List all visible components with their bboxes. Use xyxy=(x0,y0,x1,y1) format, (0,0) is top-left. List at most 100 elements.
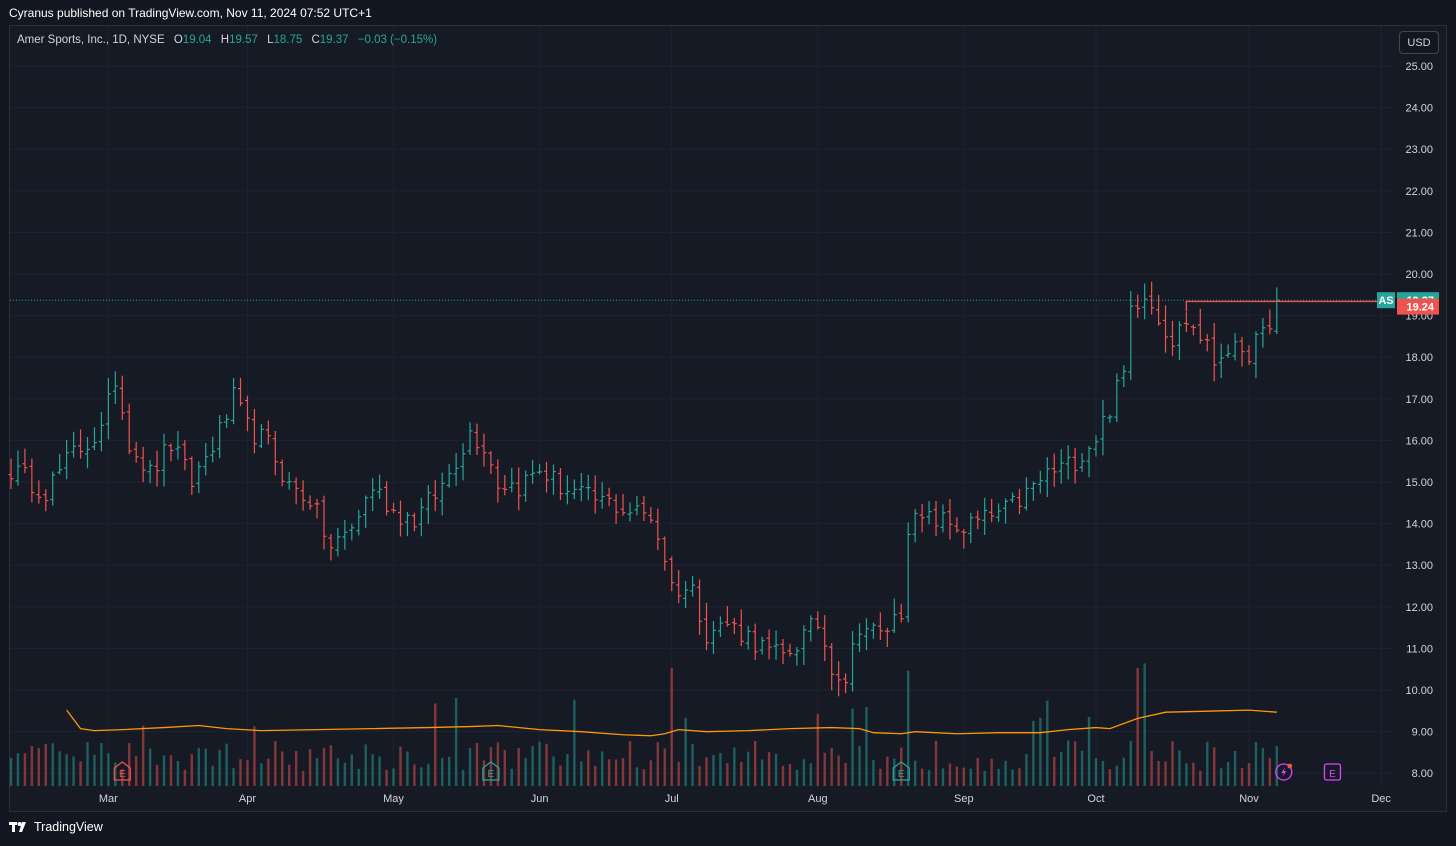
volume-bar xyxy=(600,751,604,786)
volume-bar xyxy=(385,769,388,786)
volume-bar xyxy=(378,756,381,786)
ohlc-bar xyxy=(453,452,459,486)
ohlc-bar xyxy=(502,475,508,496)
ohlc-bar xyxy=(808,615,814,642)
ohlc-bar xyxy=(738,609,744,647)
currency-button[interactable]: USD xyxy=(1399,31,1439,54)
volume-bar xyxy=(1157,760,1160,786)
price-axis-tick-label: 9.00 xyxy=(1412,727,1433,739)
alert-price-badge-label: 19.24 xyxy=(1406,302,1434,314)
ohlc-bar xyxy=(189,456,195,495)
volume-bar xyxy=(747,751,750,786)
volume-bar xyxy=(496,742,500,786)
ohlc-bar xyxy=(509,467,515,493)
publish-header: Cyranus published on TradingView.com, No… xyxy=(9,6,372,20)
ohlc-bar xyxy=(829,643,835,691)
ohlc-bar xyxy=(349,523,355,541)
ohlc-bar xyxy=(133,441,139,463)
volume-bar xyxy=(253,726,256,786)
legend-symbol: Amer Sports, Inc., 1D, NYSE xyxy=(17,34,165,46)
volume-bar xyxy=(865,707,868,786)
ohlc-bar xyxy=(745,625,751,650)
volume-bar xyxy=(51,743,54,786)
ohlc-bar xyxy=(648,507,654,524)
price-axis-tick-label: 24.00 xyxy=(1405,103,1433,115)
ohlc-bar xyxy=(251,408,257,454)
ohlc-bar xyxy=(1114,373,1120,422)
ohlc-bar xyxy=(641,496,647,521)
ohlc-bar xyxy=(836,661,842,697)
price-axis-tick-label: 14.00 xyxy=(1405,519,1433,531)
ohlc-bar xyxy=(822,615,828,662)
volume-bar xyxy=(441,758,444,786)
ohlc-bar xyxy=(1274,287,1280,335)
ohlc-bar xyxy=(1218,343,1224,379)
ohlc-bar xyxy=(940,504,946,533)
volume-bar xyxy=(726,763,729,786)
volume-bar xyxy=(851,708,854,786)
ohlc-bar xyxy=(578,473,584,502)
volume-bar xyxy=(1185,763,1188,786)
ohlc-bar xyxy=(411,512,417,532)
volume-bar xyxy=(691,744,694,786)
earnings-marker: E xyxy=(482,761,500,781)
volume-bar xyxy=(371,754,374,786)
volume-bar xyxy=(134,755,138,786)
volume-bar xyxy=(1164,761,1167,786)
ohlc-bar xyxy=(759,636,765,655)
ohlc-bar xyxy=(1260,317,1266,348)
volume-bar xyxy=(656,742,660,786)
price-axis-tick-label: 12.00 xyxy=(1405,602,1433,614)
volume-bar xyxy=(1073,741,1077,786)
legend-change: −0.03 (−0.15%) xyxy=(357,34,438,46)
price-axis-tick-label: 16.00 xyxy=(1405,435,1433,447)
volume-bar xyxy=(1018,768,1021,786)
chart-legend: Amer Sports, Inc., 1D, NYSE O19.04 H19.5… xyxy=(17,34,437,46)
ohlc-bar xyxy=(1211,323,1217,382)
symbol-badge xyxy=(1377,292,1395,309)
volume-bar xyxy=(489,747,493,786)
ohlc-bar xyxy=(766,629,772,660)
ohlc-bar xyxy=(1225,344,1231,358)
ohlc-bar xyxy=(36,480,42,504)
alert-line xyxy=(1185,300,1394,312)
ohlc-bar xyxy=(481,433,487,467)
ohlc-bar xyxy=(335,527,341,557)
ohlc-bar xyxy=(112,371,118,404)
ohlc-bar xyxy=(356,509,362,536)
ohlc-bar xyxy=(843,673,849,694)
ohlc-bar xyxy=(891,598,897,634)
ohlc-bar xyxy=(544,461,550,493)
volume-bar xyxy=(531,745,534,786)
volume-bar xyxy=(392,768,395,786)
volume-bar xyxy=(239,759,242,786)
volume-bar xyxy=(288,764,291,786)
ohlc-bar xyxy=(933,500,939,537)
volume-bar xyxy=(962,767,966,786)
volume-bar xyxy=(155,764,159,786)
volume-bar xyxy=(587,750,590,786)
ohlc-bar xyxy=(425,485,431,525)
ohlc-bar xyxy=(669,556,675,592)
ohlc-bar xyxy=(328,534,334,561)
volume-bar xyxy=(955,766,959,786)
volume-bar xyxy=(1046,700,1049,786)
ohlc-bar xyxy=(439,472,445,516)
volume-ma-line xyxy=(66,709,1277,737)
volume-bar xyxy=(1032,720,1035,786)
ohlc-bar xyxy=(863,618,869,650)
volume-bar xyxy=(434,703,437,786)
volume-bar xyxy=(983,770,986,786)
ohlc-bar xyxy=(126,403,132,455)
volume-bar xyxy=(114,762,117,786)
volume-bar xyxy=(454,698,458,786)
ohlc-bar xyxy=(391,502,397,514)
ohlc-bar xyxy=(662,536,668,571)
volume-bar xyxy=(538,741,541,786)
ohlc-bar xyxy=(57,454,63,475)
ohlc-bar xyxy=(599,482,605,509)
volume-bar xyxy=(16,753,20,786)
ohlc-bar xyxy=(1023,477,1029,511)
ohlc-bar xyxy=(238,378,244,407)
